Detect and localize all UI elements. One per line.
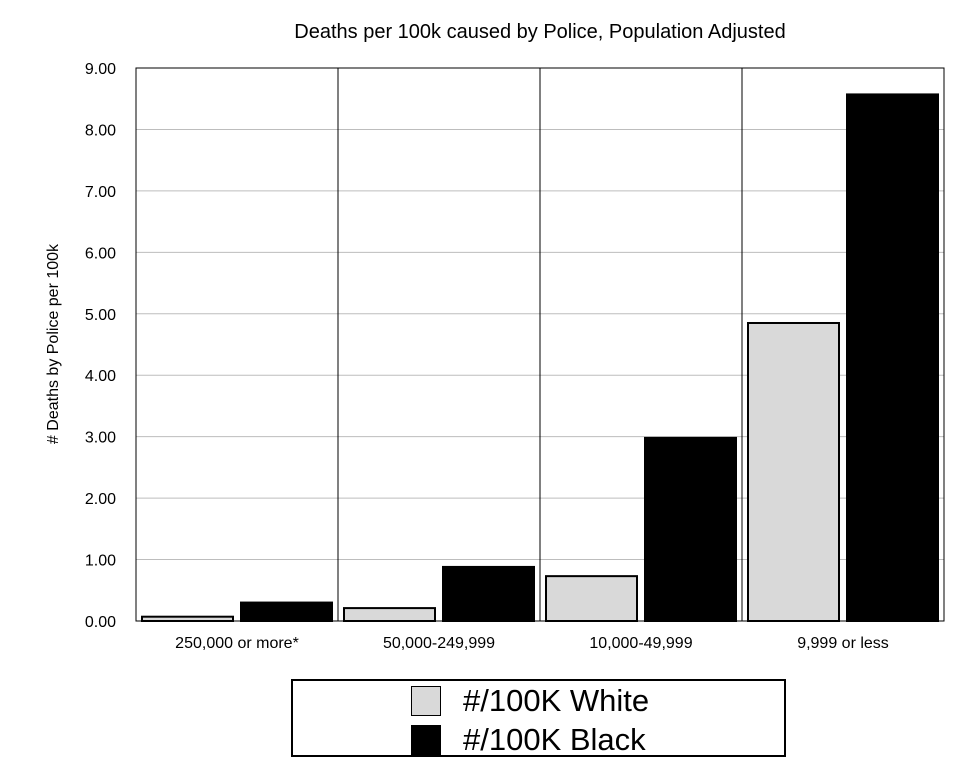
x-tick-label: 50,000-249,999 — [383, 635, 495, 652]
y-tick-label: 5.00 — [85, 307, 116, 324]
x-tick-label: 10,000-49,999 — [589, 635, 692, 652]
bar-black — [442, 565, 535, 623]
y-tick-label: 4.00 — [85, 368, 116, 385]
bar-black — [846, 93, 939, 623]
legend-item-white: #/100K White — [411, 683, 650, 718]
legend-item-black: #/100K Black — [411, 722, 646, 757]
axis-ticks: 0.00 1.00 2.00 3.00 4.00 5.00 6.00 7.00 8.00 9.00… — [85, 61, 889, 652]
legend-swatch-black — [411, 725, 441, 755]
bar-chart: Deaths per 100k caused by Police, Popula… — [45, 21, 945, 652]
gridlines — [136, 68, 944, 621]
legend-label-black: #/100K Black — [463, 722, 646, 757]
bar-white — [141, 615, 234, 623]
y-tick-label: 6.00 — [85, 245, 116, 262]
legend-label-white: #/100K White — [463, 683, 650, 718]
y-tick-label: 1.00 — [85, 553, 116, 570]
bar-white — [747, 321, 840, 622]
bar-white — [545, 575, 638, 623]
legend: #/100K White #/100K Black — [291, 679, 786, 757]
legend-swatch-white — [411, 686, 441, 716]
y-tick-label: 8.00 — [85, 122, 116, 139]
y-tick-label: 7.00 — [85, 184, 116, 201]
chart-title: Deaths per 100k caused by Police, Popula… — [294, 21, 785, 43]
plot-frame — [135, 67, 945, 622]
y-tick-label: 0.00 — [85, 614, 116, 631]
y-tick-label: 9.00 — [85, 61, 116, 78]
x-tick-label: 250,000 or more* — [175, 635, 299, 652]
y-axis-label: # Deaths by Police per 100k — [45, 243, 62, 444]
y-tick-label: 3.00 — [85, 430, 116, 447]
bar-black — [240, 601, 333, 622]
bar-white — [343, 607, 436, 623]
bar-black — [644, 436, 737, 623]
x-tick-label: 9,999 or less — [797, 635, 889, 652]
y-tick-label: 2.00 — [85, 491, 116, 508]
